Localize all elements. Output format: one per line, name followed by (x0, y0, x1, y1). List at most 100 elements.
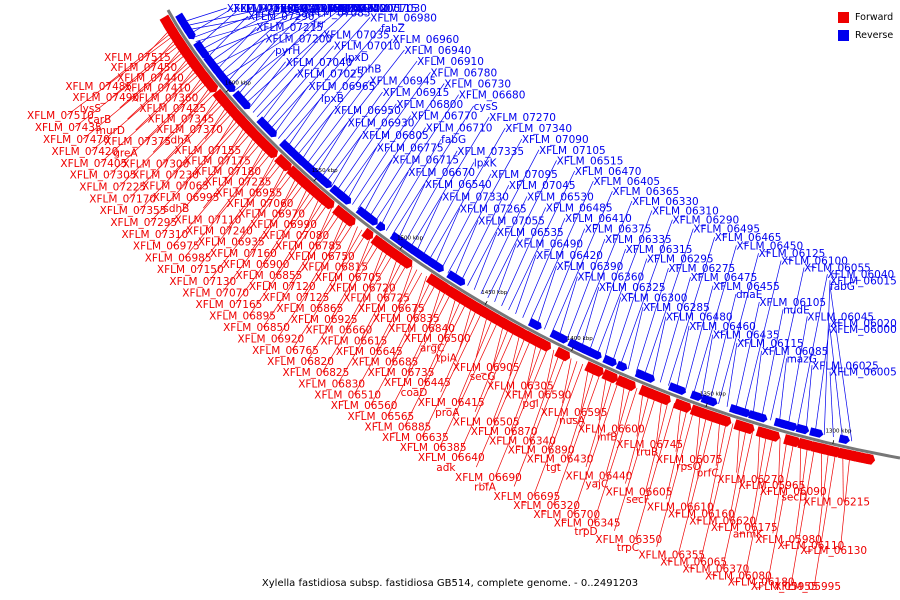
forward-feature-label: XFLM_05955 (751, 581, 818, 593)
reverse-feature-label: XFLM_07220 (326, 3, 393, 15)
leader-line (605, 385, 632, 476)
leader-line (522, 217, 566, 318)
reverse-feature-label: frr (313, 18, 326, 30)
leader-line (675, 405, 682, 452)
reverse-feature-label: XFLM_06460 (689, 321, 756, 333)
forward-feature-label: XFLM_05965 (738, 480, 805, 492)
reverse-feature-label: glk (342, 3, 359, 15)
reverse-feature-label: XFLM_06330 (632, 196, 699, 208)
reverse-feature-label: XFLM_06470 (575, 166, 642, 178)
forward-feature-label: XFLM_06690 (455, 472, 522, 484)
forward-feature (538, 339, 551, 352)
leader-line (269, 17, 371, 131)
reverse-feature-label: XFLM_07495 (268, 3, 335, 15)
leader-line (382, 256, 399, 298)
reverse-feature-label: XFLM_07465 (308, 3, 375, 15)
reverse-feature-label: XFLM_07265 (460, 203, 527, 215)
scale-tick (571, 347, 574, 352)
forward-feature-label: XFLM_07370 (156, 124, 223, 136)
forward-feature-label: XFLM_07490 (72, 92, 139, 104)
leader-line (380, 171, 409, 227)
reverse-feature-label: XFLM_06980 (370, 12, 437, 24)
forward-feature-label: XFLM_06700 (533, 509, 600, 521)
leader-line (207, 15, 249, 58)
forward-feature-label: XFLM_06065 (660, 557, 727, 569)
forward-feature-label: XFLM_06505 (453, 417, 520, 429)
leader-line (374, 94, 459, 223)
reverse-feature-label: XFLM_06930 (348, 118, 415, 130)
reverse-feature-label: XFLM_06910 (417, 56, 484, 68)
reverse-feature-label: XFLM_06290 (672, 215, 739, 227)
reverse-feature-label: XFLM_06335 (605, 234, 672, 246)
forward-feature-label: XFLM_07300 (122, 158, 189, 170)
leader-line (296, 38, 393, 157)
forward-feature-label: murD (96, 125, 125, 137)
reverse-feature (602, 354, 617, 367)
forward-feature-label: XFLM_07170 (89, 193, 156, 205)
reverse-feature-label: XFLM_06020 (830, 318, 897, 330)
leader-line (397, 184, 426, 240)
leader-line (291, 233, 367, 350)
leader-line (457, 317, 494, 403)
forward-feature (435, 279, 451, 294)
forward-feature-label: XFLM_07225 (79, 182, 146, 194)
leader-line (233, 7, 342, 92)
leader-line (150, 121, 243, 223)
forward-feature-label: lysS (80, 103, 102, 115)
forward-feature-label: XFLM_06090 (760, 486, 827, 498)
leader-line (375, 269, 418, 352)
forward-feature-label: XFLM_07175 (184, 155, 251, 167)
leader-line (127, 59, 192, 120)
leader-line (686, 414, 708, 507)
forward-feature (783, 434, 801, 448)
leader-line (66, 34, 175, 116)
reverse-feature-label: XFLM_07030 (360, 3, 427, 15)
leader-line (701, 334, 714, 399)
reverse-feature (668, 382, 687, 395)
leader-line (143, 28, 172, 58)
reverse-feature-label: XFLM_06390 (557, 261, 624, 273)
forward-feature (797, 437, 814, 451)
reverse-feature (180, 21, 196, 40)
scale-tick-label: 1500 kbp (397, 236, 423, 242)
forward-feature-label: XFLM_06970 (238, 209, 305, 221)
forward-feature-label: argC (420, 343, 445, 355)
forward-feature-label: XFLM_07435 (35, 122, 102, 134)
leader-line (201, 7, 281, 50)
reverse-feature-label: XFLM_06420 (536, 250, 603, 262)
legend-label-reverse: Reverse (855, 29, 894, 41)
reverse-feature-label: XFLM_07205 (334, 3, 401, 15)
leader-line (580, 366, 590, 412)
leader-line (509, 332, 521, 377)
leader-line (551, 191, 613, 334)
reverse-feature-label: XFLM_07010 (334, 41, 401, 53)
scale-tick (313, 177, 317, 182)
forward-feature-label: XFLM_06430 (527, 453, 594, 465)
reverse-feature (809, 427, 824, 438)
forward-feature-label: XFLM_06565 (347, 411, 414, 423)
forward-feature-label: XFLM_06595 (541, 407, 608, 419)
leader-line (668, 237, 715, 386)
leader-line (588, 248, 626, 352)
reverse-feature (297, 156, 317, 175)
reverse-feature-label: XFLM_07025 (297, 69, 364, 81)
leader-line (260, 73, 298, 122)
forward-feature-label: secF (626, 494, 650, 506)
forward-feature-label: XFLM_06725 (343, 293, 410, 305)
leader-line (185, 7, 268, 27)
reverse-feature-label: XFLM_07340 (505, 123, 572, 135)
forward-feature-label: XFLM_07375 (104, 136, 171, 148)
leader-line (722, 429, 754, 569)
reverse-feature (582, 345, 602, 360)
leader-line (357, 83, 445, 210)
leader-line (585, 377, 613, 468)
forward-feature-label: XFLM_06610 (647, 502, 714, 514)
forward-feature-label: XFLM_07510 (27, 110, 94, 122)
leader-line (817, 450, 830, 545)
leader-line (744, 435, 774, 576)
reverse-feature (838, 434, 850, 444)
leader-line (336, 103, 397, 192)
forward-feature-label: XFLM_06130 (800, 545, 867, 557)
reverse-feature-label: XFLM_06800 (396, 99, 463, 111)
reverse-feature-label: XFLM_07090 (522, 134, 589, 146)
